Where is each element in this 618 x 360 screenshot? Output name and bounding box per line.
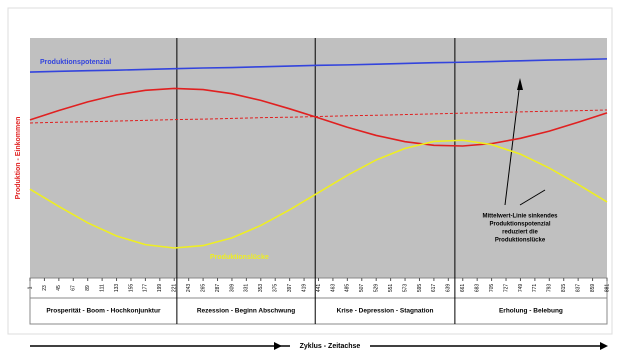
phase-label: Prosperität - Boom - Hochkonjunktur xyxy=(46,308,161,315)
x-tick-label: 441 xyxy=(316,284,322,293)
phase-label: Krise - Depression - Stagnation xyxy=(337,308,434,315)
x-tick-label: 617 xyxy=(431,284,437,293)
annotation: Produktionspotenzial xyxy=(489,222,550,228)
x-tick-label: 749 xyxy=(518,284,524,293)
x-tick-label: 683 xyxy=(475,284,481,293)
x-tick-label: 837 xyxy=(575,284,581,293)
x-axis-label: Zyklus - Zeitachse xyxy=(300,343,361,350)
x-tick-label: 331 xyxy=(244,284,250,293)
x-tick-label: 595 xyxy=(417,284,423,293)
x-tick-label: 551 xyxy=(388,284,394,293)
x-tick-label: 529 xyxy=(374,284,380,293)
x-tick-label: 463 xyxy=(330,284,336,293)
x-tick-label: 23 xyxy=(42,285,48,291)
x-tick-label: 265 xyxy=(200,284,206,293)
arrow-head xyxy=(517,78,523,90)
x-tick-label: 815 xyxy=(561,284,567,293)
x-tick-label: 727 xyxy=(503,284,509,293)
x-tick-label: 133 xyxy=(114,284,120,293)
series-line xyxy=(29,87,608,147)
x-tick-label: 1 xyxy=(27,286,33,289)
x-tick-label: 419 xyxy=(301,284,307,293)
arrow-head xyxy=(274,342,282,350)
x-tick-label: 771 xyxy=(532,284,538,293)
arrow-head xyxy=(600,342,608,350)
x-tick-label: 661 xyxy=(460,284,466,293)
x-tick-label: 177 xyxy=(143,284,149,293)
x-tick-label: 397 xyxy=(287,284,293,293)
series-line xyxy=(29,58,608,73)
x-tick-label: 639 xyxy=(446,284,452,293)
x-tick-label: 375 xyxy=(273,284,279,293)
x-tick-label: 89 xyxy=(85,285,91,291)
y-axis-label: Produktion - Einkommen xyxy=(15,117,22,200)
label-bg xyxy=(290,340,370,352)
annotation-arrow xyxy=(504,81,521,206)
x-tick-label: 573 xyxy=(402,284,408,293)
annotation: Mittelwert-Linie sinkendes xyxy=(482,214,558,220)
series-line xyxy=(29,139,608,249)
x-tick-label: 881 xyxy=(604,284,610,293)
x-tick-label: 353 xyxy=(258,284,264,293)
phase-label: Erholung - Belebung xyxy=(499,308,563,315)
x-tick-label: 243 xyxy=(186,284,192,293)
x-tick-label: 199 xyxy=(157,284,163,293)
phase-label: Rezession - Beginn Abschwung xyxy=(197,308,295,315)
x-tick-label: 45 xyxy=(56,285,62,291)
series-line xyxy=(29,109,608,124)
series-label: Produktionspotenzial xyxy=(40,59,111,66)
x-tick-label: 309 xyxy=(229,284,235,293)
annotation: reduziert die xyxy=(502,230,538,236)
annotation: Produktionslücke xyxy=(495,238,546,244)
x-tick-label: 507 xyxy=(359,284,365,293)
x-tick-label: 67 xyxy=(71,285,77,291)
x-tick-label: 859 xyxy=(590,284,596,293)
x-tick-label: 287 xyxy=(215,284,221,293)
x-tick-label: 793 xyxy=(547,284,553,293)
x-tick-label: 221 xyxy=(172,284,178,293)
annotation-arrow xyxy=(519,189,546,206)
series-label: Produktionslücke xyxy=(210,254,269,261)
x-tick-label: 485 xyxy=(345,284,351,293)
x-tick-label: 705 xyxy=(489,284,495,293)
x-tick-label: 155 xyxy=(128,284,134,293)
x-tick-label: 111 xyxy=(99,284,105,292)
